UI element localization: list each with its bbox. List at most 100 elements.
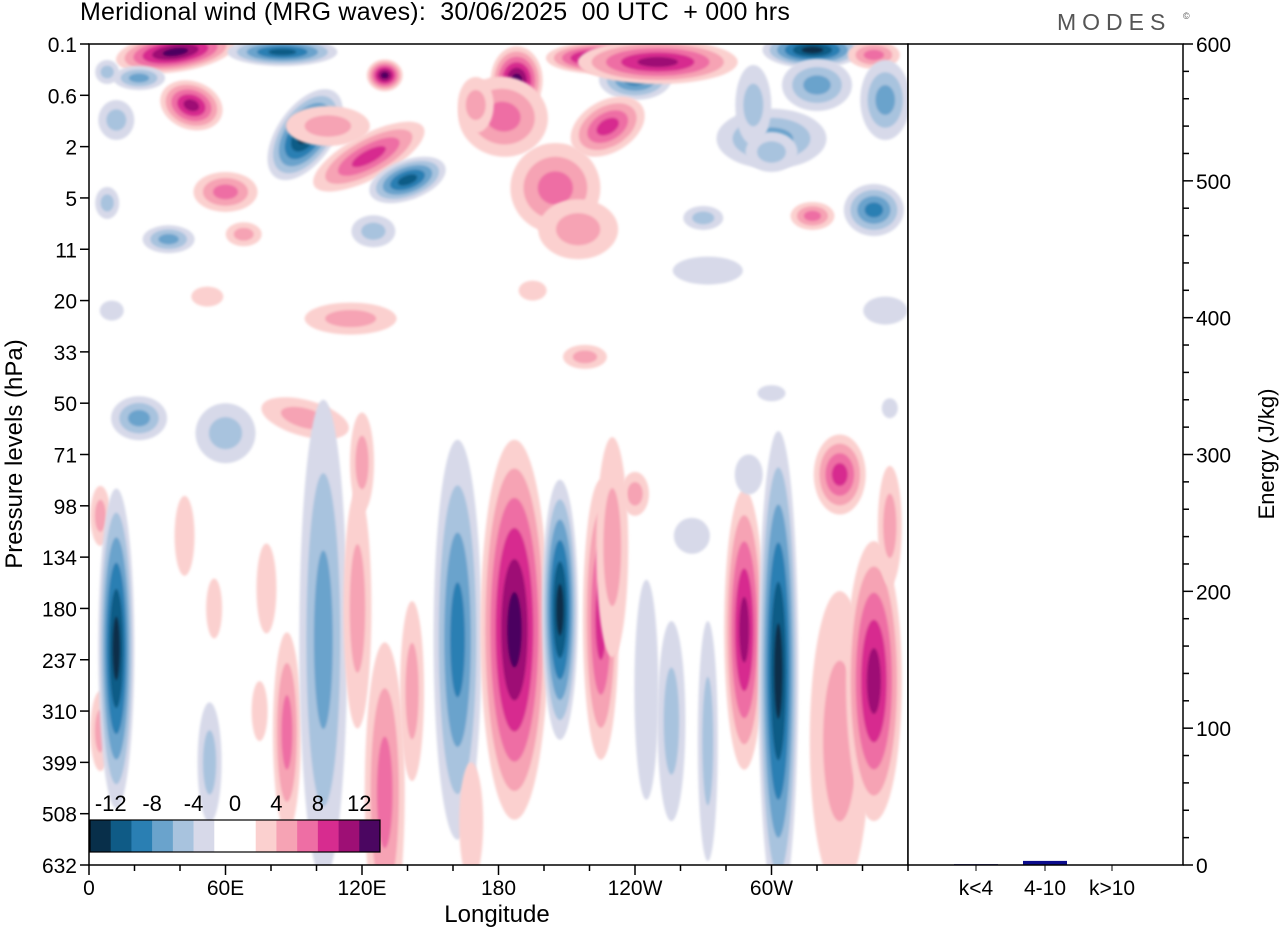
colorbar-swatch [276, 820, 298, 852]
contour-band [465, 89, 486, 121]
energy-axis-label: Energy (J/kg) [1254, 389, 1279, 520]
positive-wind-cell [251, 681, 268, 742]
positive-wind-cell [191, 286, 224, 307]
pressure-tick-label: 134 [42, 547, 77, 570]
brand-copyright-mark: © [1183, 11, 1190, 21]
positive-wind-cell [272, 632, 301, 833]
colorbar-swatch [359, 820, 381, 852]
colorbar-swatch [131, 820, 153, 852]
contour-band [537, 171, 574, 205]
pressure-tick-label: 180 [42, 598, 77, 621]
contour-band [233, 227, 254, 241]
contour-band [863, 296, 908, 325]
negative-wind-cell [111, 396, 168, 441]
contour-band [206, 578, 223, 639]
pressure-tick-label: 98 [54, 496, 77, 519]
pressure-tick-label: 508 [42, 804, 77, 827]
colorbar-swatch [90, 820, 112, 852]
positive-wind-cell [206, 578, 223, 639]
negative-wind-cell [672, 256, 743, 285]
longitude-axis: 0 60E 120E 180 120W 60W [83, 865, 909, 900]
positive-wind-cell [596, 437, 629, 658]
colorbar-label: -12 [95, 791, 127, 816]
positive-wind-cell [538, 199, 619, 260]
negative-wind-cell [782, 59, 852, 111]
contour-band [268, 48, 297, 56]
contour-band [361, 222, 386, 240]
energy-bar [1023, 860, 1067, 865]
energy-panel: 0 100 200 300 400 500 600 k<4 4-10 k>10 Energy (… [907, 34, 1279, 900]
contour-band [864, 202, 884, 218]
energy-background [908, 44, 1183, 865]
contour-band [99, 300, 124, 321]
colorbar-label: 8 [312, 791, 324, 816]
positive-wind-cell [877, 465, 902, 586]
energy-tick-label: 0 [1196, 855, 1208, 878]
positive-wind-cell [724, 489, 765, 770]
pressure-tick-label: 399 [42, 752, 77, 775]
contour-band [183, 99, 200, 112]
longitude-tick-label: 60E [207, 877, 244, 900]
contour-band [355, 435, 369, 490]
wavenumber-label: k>10 [1089, 877, 1135, 900]
chart-title: Meridional wind (MRG waves): 30/06/2025 … [80, 0, 791, 26]
contour-band [281, 695, 293, 770]
negative-wind-cell [758, 431, 799, 865]
negative-wind-cell [634, 579, 659, 800]
brand-logo: MODES [1057, 9, 1172, 35]
positive-wind-cell [343, 488, 372, 729]
contour-band [692, 211, 715, 225]
contour-band [757, 141, 786, 163]
pressure-axis: 0.1 0.6 2 5 11 20 33 50 71 98 134 180 237 310 399 508 63… [42, 34, 89, 878]
contour-band [596, 117, 619, 136]
longitude-tick-label: 60W [750, 877, 793, 900]
contour-band [485, 101, 521, 132]
negative-wind-cell [734, 454, 763, 495]
negative-wind-cell [863, 296, 908, 325]
negative-wind-cell [433, 439, 482, 840]
contour-band [106, 109, 127, 131]
negative-wind-cell [95, 60, 120, 84]
contour-band [863, 49, 885, 61]
contour-band [100, 194, 114, 212]
colorbar-swatch [338, 820, 360, 852]
contour-band [128, 410, 151, 427]
pressure-tick-label: 2 [65, 137, 77, 160]
contour-band [739, 596, 750, 663]
contour-band [883, 493, 897, 558]
energy-tick-label: 500 [1196, 171, 1231, 194]
colorbar-label: 12 [347, 791, 371, 816]
positive-wind-cell [400, 601, 425, 782]
contour-band [831, 463, 848, 486]
contour-band [572, 350, 598, 364]
positive-wind-cell [790, 201, 835, 230]
positive-wind-cell [518, 280, 547, 301]
negative-wind-cell [683, 205, 724, 230]
contour-band [518, 280, 547, 301]
pressure-tick-label: 50 [54, 393, 77, 416]
contour-band [112, 616, 121, 681]
positive-wind-cell [845, 541, 902, 822]
energy-tick-label: 600 [1196, 34, 1231, 57]
pressure-tick-label: 632 [42, 855, 77, 878]
positive-wind-cell [174, 495, 195, 576]
pressure-tick-label: 310 [42, 701, 77, 724]
contour-band [881, 398, 898, 419]
pressure-tick-label: 11 [55, 239, 77, 262]
contour-band [555, 583, 564, 636]
contour-band [313, 550, 333, 730]
positive-wind-cell [562, 344, 607, 369]
negative-wind-cell [99, 300, 124, 321]
longitude-tick-label: 0 [83, 877, 95, 900]
energy-axis: 0 100 200 300 400 500 600 [1183, 34, 1231, 878]
pressure-tick-label: 237 [42, 650, 77, 673]
contour-band [162, 47, 189, 57]
contour-band [555, 213, 601, 246]
energy-tick-label: 300 [1196, 445, 1231, 468]
positive-wind-cell [621, 471, 649, 516]
negative-wind-cell [757, 385, 786, 402]
contour-band [743, 83, 764, 127]
contour-band [672, 256, 743, 285]
negative-wind-cell [351, 215, 396, 248]
contour-band [603, 488, 622, 607]
